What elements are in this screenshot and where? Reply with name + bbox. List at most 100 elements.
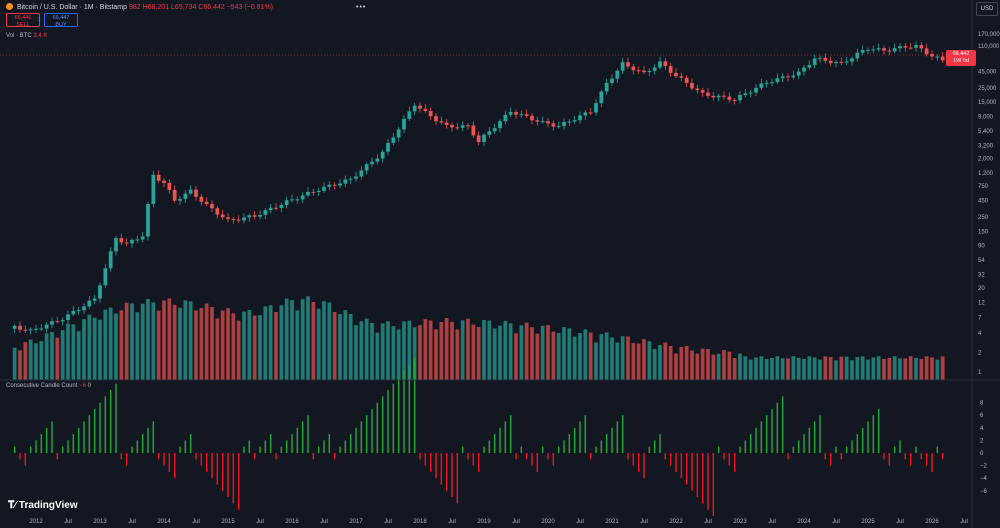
candle-body <box>636 70 641 72</box>
count-bar <box>696 453 699 498</box>
volume-bar <box>855 357 860 380</box>
candle-body <box>162 180 166 183</box>
candle-body <box>610 78 614 83</box>
volume-bar <box>322 301 326 380</box>
currency-button[interactable]: USD <box>976 2 998 16</box>
volume-bar <box>130 303 134 380</box>
count-bar <box>845 446 848 453</box>
candle-body <box>343 179 348 184</box>
count-bar <box>520 446 523 453</box>
count-bar <box>909 453 912 466</box>
count-bar <box>115 383 117 453</box>
time-tick-label: 2021 <box>605 519 619 525</box>
count-bar <box>291 434 293 453</box>
volume-legend[interactable]: Vol · BTC 3.4 K <box>6 33 47 39</box>
time-tick-label: 2019 <box>477 519 491 525</box>
candles <box>12 41 945 335</box>
count-bar <box>221 453 224 491</box>
count-bar <box>29 446 32 453</box>
volume-bar <box>812 357 817 380</box>
candle-body <box>791 75 796 78</box>
candle-body <box>743 93 748 95</box>
candle-body <box>786 76 790 78</box>
symbol-header: Bitcoin / U.S. Dollar · 1M · Bitstamp 98… <box>6 3 273 11</box>
candle-body <box>540 121 545 123</box>
price-tick-label: 450 <box>978 199 989 205</box>
volume-bar <box>108 307 113 380</box>
count-bar <box>312 453 315 460</box>
count-bar <box>579 421 581 453</box>
volume-bar <box>50 332 54 380</box>
volume-bar <box>727 351 732 380</box>
count-bar <box>163 453 165 466</box>
volume-bar <box>503 320 508 380</box>
candle-body <box>18 325 22 330</box>
sell-button[interactable]: 66,446 SELL <box>6 13 40 28</box>
count-bar <box>157 453 160 460</box>
count-bar <box>557 446 560 453</box>
candle-body <box>428 111 433 117</box>
volume-bar <box>428 320 433 380</box>
volume-bar <box>423 319 428 380</box>
candle-body <box>364 164 369 171</box>
count-bar <box>744 440 747 453</box>
candle-body <box>146 203 150 237</box>
count-bar <box>67 440 69 453</box>
volume-bar <box>903 358 908 380</box>
candle-body <box>754 87 758 93</box>
count-bar <box>307 415 309 453</box>
volume-bar <box>930 357 934 380</box>
buy-button[interactable]: 66,447 BUY <box>44 13 78 28</box>
volume-bar <box>183 300 188 380</box>
count-bar <box>771 408 773 453</box>
count-bar <box>819 415 821 453</box>
count-bar <box>541 446 544 453</box>
count-bar <box>685 453 688 485</box>
count-bar <box>141 434 144 453</box>
symbol-title[interactable]: Bitcoin / U.S. Dollar · 1M · Bitstamp <box>16 4 128 11</box>
count-bar <box>456 453 459 504</box>
count-bar <box>275 453 277 460</box>
candle-body <box>92 298 97 301</box>
count-bar <box>200 453 203 466</box>
count-bar <box>451 453 453 498</box>
candle-body <box>562 121 566 127</box>
candle-body <box>546 121 550 124</box>
count-bar <box>872 415 875 453</box>
candle-body <box>887 50 892 52</box>
count-bar <box>243 446 245 453</box>
candle-body <box>119 238 124 243</box>
candle-body <box>572 120 577 122</box>
volume-bar <box>818 359 822 380</box>
volume-bar <box>354 325 358 380</box>
volume-bar <box>290 300 294 380</box>
count-bar <box>419 453 421 460</box>
volume-bar <box>215 318 220 380</box>
candle-body <box>823 57 828 61</box>
candle-body <box>626 62 630 67</box>
price-tick-label: 110,000 <box>978 44 1000 50</box>
candle-body <box>924 48 929 55</box>
count-bar <box>13 446 16 453</box>
candle-body <box>850 58 854 62</box>
logo-text: TradingView <box>18 500 78 511</box>
volume-bar <box>12 347 17 380</box>
count-bar <box>136 440 139 453</box>
volume-bar <box>327 302 332 380</box>
volume-bar <box>796 357 801 380</box>
more-icon[interactable]: ••• <box>356 4 367 11</box>
volume-bar <box>940 356 945 380</box>
volume-bar <box>642 339 646 380</box>
time-tick-label: Jul <box>896 519 904 525</box>
volume-bar <box>759 356 764 380</box>
candle-body <box>156 174 161 181</box>
indicator-tick-label: 0 <box>980 451 984 457</box>
volume-bar <box>935 359 940 380</box>
candle-body <box>332 184 337 186</box>
tradingview-logo[interactable]: 𝐓⁄ TradingView <box>8 500 78 511</box>
count-bar <box>189 434 192 453</box>
count-bar <box>344 440 347 453</box>
indicator-legend[interactable]: Consecutive Candle Count −6 0 <box>6 383 91 389</box>
volume-bar <box>540 325 545 380</box>
